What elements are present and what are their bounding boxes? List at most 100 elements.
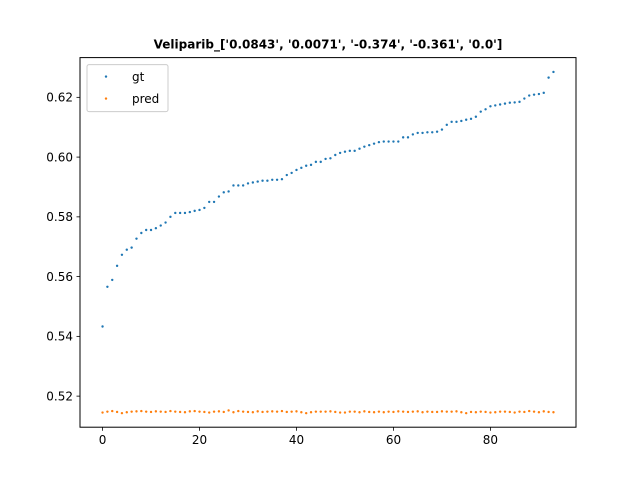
data-point-gt [338,151,342,155]
data-point-pred [363,410,366,413]
data-point-gt [212,200,216,204]
data-point-gt [523,97,526,100]
data-point-pred [217,410,221,413]
data-point-gt [111,278,114,282]
data-point-gt [503,102,507,105]
data-point-pred [115,410,119,414]
data-point-pred [494,411,497,414]
data-point-gt [392,140,395,143]
data-point-pred [300,411,303,414]
data-point-gt [368,143,371,147]
data-point-pred [508,410,512,414]
data-point-pred [135,410,138,413]
data-point-pred [460,411,463,414]
data-point-gt [309,163,313,167]
x-tick-label: 80 [483,433,498,447]
y-axis: 0.52 0.54 0.56 0.58 0.60 0.62 [46,91,80,403]
data-point-pred [101,411,104,414]
data-point-gt [421,131,424,135]
data-point-gt [334,153,337,157]
data-point-pred [416,410,419,413]
data-point-gt [532,93,536,96]
legend-box [86,64,169,113]
data-point-pred [304,411,308,415]
data-point-pred [474,411,478,414]
data-point-pred [455,410,458,413]
data-point-gt [120,253,124,256]
data-point-pred [261,410,264,414]
x-tick-label: 60 [386,433,401,447]
data-point-gt [115,264,119,268]
data-point-pred [343,411,347,414]
data-point-gt [319,160,322,164]
data-point-gt [174,211,177,215]
data-point-gt [440,128,444,131]
data-point-pred [358,411,361,414]
data-point-pred [431,410,434,414]
data-point-pred [285,410,288,414]
data-point-gt [513,101,516,104]
data-point-pred [154,410,158,413]
data-point-gt [130,246,133,249]
data-point-gt [411,133,415,136]
data-point-pred [552,411,555,414]
data-point-gt [275,178,279,182]
data-point-pred [188,410,192,413]
data-point-pred [411,410,415,413]
data-point-gt [135,237,138,240]
data-point-gt [188,210,192,214]
data-point-gt [169,215,172,219]
data-point-pred [542,410,545,413]
data-point-pred [426,410,429,413]
data-point-pred [547,410,550,414]
data-point-gt [508,101,512,104]
legend-marker-pred [104,97,108,100]
data-point-pred [503,410,507,413]
data-point-pred [314,410,318,413]
y-tick-label: 0.54 [46,330,73,344]
data-point-gt [203,206,206,210]
data-point-pred [198,410,201,413]
data-point-pred [280,409,284,413]
legend: gt pred [86,64,169,113]
data-point-gt [222,191,225,194]
data-point-pred [387,410,390,413]
data-point-gt [178,211,182,215]
data-point-pred [397,410,400,413]
data-point-gt [416,131,419,135]
data-point-pred [523,410,526,414]
data-point-pred [140,409,143,413]
data-point-pred [469,410,473,414]
data-point-pred [266,410,269,413]
data-point-pred [193,409,196,413]
data-point-pred [149,410,153,414]
data-point-gt [547,76,550,79]
data-point-pred [484,410,487,414]
data-point-gt [149,228,153,232]
data-point-gt [348,149,352,153]
data-point-gt [479,110,482,113]
data-point-pred [537,411,541,414]
data-point-gt [528,94,531,97]
data-point-pred [106,410,109,413]
data-point-pred [353,410,356,413]
data-point-gt [217,195,221,198]
data-point-gt [280,178,284,181]
data-point-gt [372,142,376,145]
data-point-gt [208,200,211,204]
data-point-pred [464,411,468,415]
data-point-pred [178,410,182,414]
data-point-gt [387,140,390,143]
chart-title: Veliparib_['0.0843', '0.0071', '-0.374',… [154,38,503,53]
data-point-gt [241,184,245,187]
data-point-gt [324,157,327,161]
data-point-gt [445,123,448,127]
data-point-pred [532,410,536,413]
data-point-gt [377,140,381,144]
data-point-pred [271,410,274,413]
data-point-gt [484,108,487,111]
data-point-pred [246,410,250,414]
data-point-pred [309,411,313,414]
data-point-pred [479,410,482,413]
data-point-gt [106,285,109,288]
